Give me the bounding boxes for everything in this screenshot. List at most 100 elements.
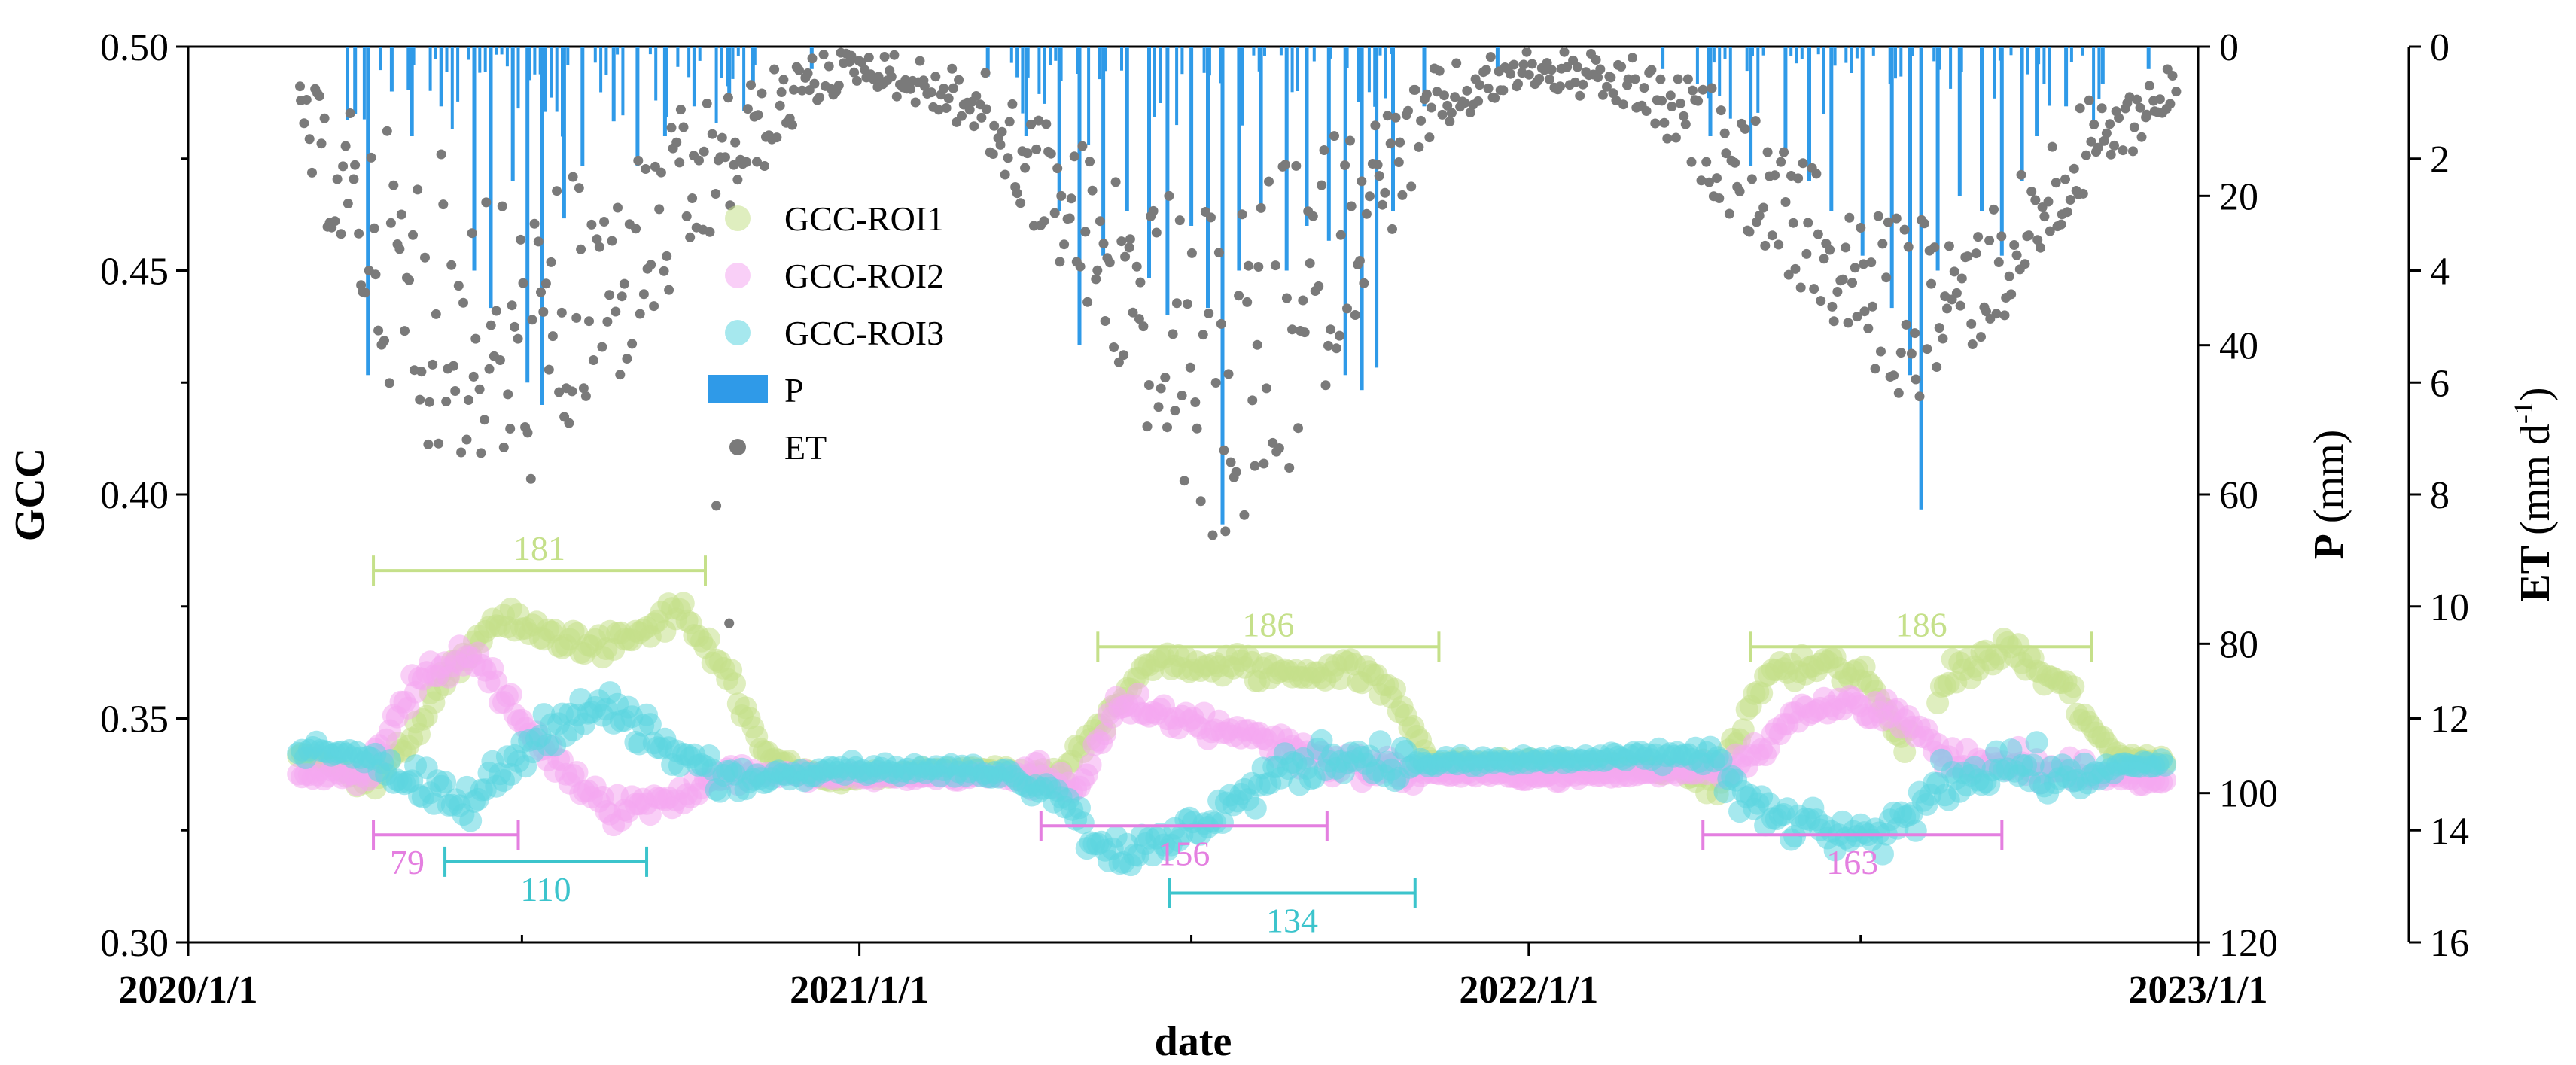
et-point	[497, 201, 507, 211]
et-point	[505, 424, 516, 434]
p-axis-title: P (mm)	[2306, 430, 2352, 560]
p-bar	[1495, 47, 1500, 69]
et-point	[484, 364, 495, 374]
et-point	[1906, 348, 1917, 359]
et-point	[1813, 229, 1823, 239]
et-point	[1164, 190, 1174, 201]
p-bar	[1360, 47, 1364, 391]
et-point	[428, 359, 438, 370]
et-point	[1498, 85, 1509, 96]
et-point	[307, 167, 317, 178]
et-point	[1308, 211, 1318, 221]
et-point	[824, 61, 834, 72]
p-bar	[1795, 47, 1798, 64]
p-bar	[1919, 47, 1923, 510]
gcc-tick-label: 0.40	[100, 474, 169, 517]
p-bar	[1189, 47, 1194, 226]
p-bar	[489, 47, 493, 309]
et-point	[580, 391, 591, 401]
legend-item-p: P	[708, 371, 804, 409]
et-point	[588, 355, 598, 365]
et-point	[1284, 463, 1295, 473]
et-point	[775, 100, 785, 111]
et-point	[1659, 117, 1670, 128]
et-point	[1244, 260, 1253, 271]
et-point	[382, 126, 392, 136]
et-point	[674, 157, 685, 168]
et-point	[757, 88, 767, 99]
et-point	[546, 257, 556, 267]
et-point	[1641, 106, 1652, 116]
p-bar	[1384, 47, 1387, 99]
et-point	[2101, 128, 2112, 138]
et-point	[2093, 142, 2103, 153]
et-point	[1177, 391, 1187, 400]
et-point	[1877, 239, 1888, 249]
et-point	[1174, 215, 1185, 226]
et-point	[1832, 287, 1843, 297]
et-point	[1128, 307, 1138, 318]
et-point	[556, 307, 567, 318]
et-point	[772, 132, 782, 143]
et-point	[717, 132, 727, 143]
p-bar	[366, 47, 370, 376]
et-point	[1424, 132, 1435, 143]
et-point	[436, 149, 446, 160]
et-point	[1506, 68, 1516, 79]
et-point	[1991, 309, 2002, 319]
et-point	[1623, 74, 1634, 84]
et-point	[336, 229, 346, 239]
et-point	[2047, 141, 2057, 152]
legend-swatch	[725, 320, 751, 345]
p-bar	[2042, 47, 2046, 84]
p-bar	[1147, 47, 1151, 278]
et-point	[1171, 298, 1182, 309]
et-point	[2089, 120, 2099, 129]
et-point	[1151, 227, 1162, 238]
p-bar	[1938, 47, 1941, 70]
p-axis-title-symbol: P	[2306, 534, 2352, 559]
et-point	[1365, 191, 1375, 202]
et-point	[1847, 278, 1857, 288]
et-point	[1758, 202, 1769, 213]
p-bar	[540, 47, 544, 405]
et-point	[415, 394, 425, 405]
et-point	[1844, 212, 1855, 223]
et-point	[474, 384, 485, 394]
et-point	[1518, 59, 1529, 70]
et-point	[641, 164, 651, 174]
et-point	[544, 364, 554, 375]
et-point	[1944, 241, 1954, 251]
x-tick-label: 2021/1/1	[790, 969, 929, 1012]
et-point	[1714, 193, 1725, 203]
p-tick-label: 60	[2219, 474, 2258, 517]
et-point	[1219, 445, 1229, 455]
et-point	[1305, 258, 1315, 269]
p-bar	[1087, 47, 1091, 145]
p-bar	[538, 47, 542, 75]
et-point	[2023, 230, 2034, 241]
et-point	[1914, 391, 1925, 402]
et-point	[1618, 99, 1628, 110]
et-point	[1966, 318, 1977, 329]
p-bar	[1718, 47, 1722, 96]
et-point	[1899, 224, 1910, 235]
et-point	[886, 72, 897, 82]
et-point	[1795, 282, 1806, 293]
et-point	[316, 138, 327, 149]
p-bar	[1207, 47, 1211, 76]
p-bar	[1998, 47, 2002, 61]
et-point	[1754, 211, 1765, 221]
et-point	[1611, 95, 1621, 105]
et-point	[408, 230, 418, 240]
p-bar	[1833, 47, 1837, 66]
p-bar	[654, 47, 658, 101]
et-point	[1606, 72, 1616, 83]
et-point	[388, 180, 399, 190]
et-point	[1314, 281, 1324, 291]
et-point	[851, 75, 862, 86]
et-point	[404, 275, 414, 285]
et-axis-title-close: )	[2512, 387, 2559, 401]
et-point	[450, 386, 461, 396]
p-bar	[692, 47, 696, 107]
